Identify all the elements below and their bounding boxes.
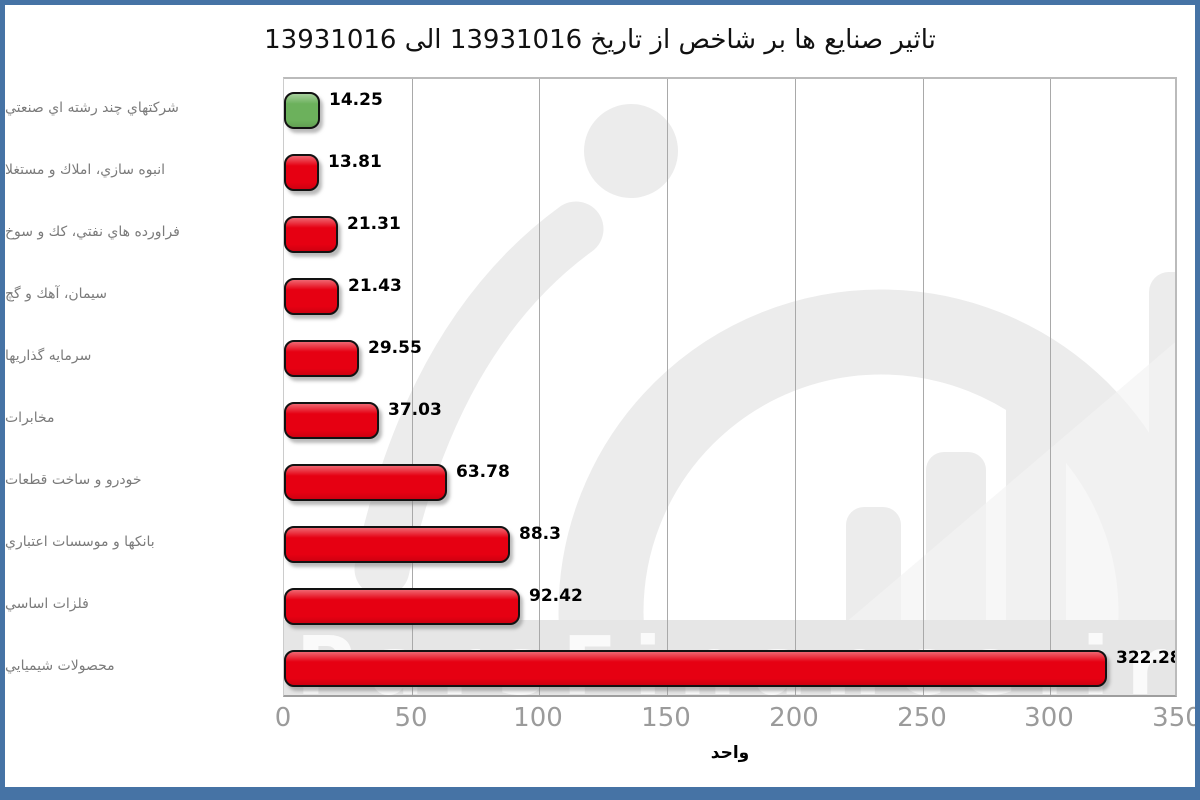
gridline [923,79,924,695]
bar-row: 29.55 [284,327,1175,389]
x-axis-title: واحد [710,743,750,763]
bar-3[interactable] [284,278,339,315]
bar-2[interactable] [284,216,338,253]
bar-value-label: 21.43 [348,276,402,296]
bar-row: 63.78 [284,451,1175,513]
bar-value-label: 322.28 [1116,648,1177,668]
bar-row: 14.25 [284,79,1175,141]
category-label: سرمايه گذاريها [5,348,92,364]
watermark-arm-swoosh [354,201,604,597]
category-label: بانكها و موسسات اعتباري [5,534,155,550]
bar-1[interactable] [284,154,319,191]
bar-6[interactable] [284,464,447,501]
x-axis-tick-labels: 0 50 100 150 200 250 300 350 [275,703,1195,737]
watermark-head-circle [584,104,678,198]
category-label: محصولات شيميايي [5,658,115,674]
x-tick-label: 250 [897,703,947,733]
category-label: فلزات اساسي [5,596,89,612]
gridline [412,79,413,695]
bar-row: 88.3 [284,513,1175,575]
category-label: خودرو و ساخت قطعات [5,472,142,488]
bar-value-label: 21.31 [347,214,401,234]
x-tick-label: 150 [641,703,691,733]
bar-5[interactable] [284,402,379,439]
bar-row: 21.31 [284,203,1175,265]
bar-9[interactable] [284,650,1107,687]
bar-4[interactable] [284,340,359,377]
bar-row: 13.81 [284,141,1175,203]
plot-area: ParsFinance.ir 14.2513.8121.3121.4329.55… [283,77,1177,697]
bar-row: 37.03 [284,389,1175,451]
category-label: شركتهاي چند رشته اي صنعتي [5,100,179,116]
x-tick-label: 50 [394,703,428,733]
bar-value-label: 88.3 [519,524,561,544]
x-tick-label: 0 [274,703,292,733]
bar-7[interactable] [284,526,510,563]
bar-row: 322.28 [284,637,1177,695]
gridline [795,79,796,695]
gridline [539,79,540,695]
bar-value-label: 29.55 [368,338,422,358]
x-tick-label: 300 [1024,703,1074,733]
bar-value-label: 13.81 [328,152,382,172]
x-tick-label: 200 [769,703,819,733]
bar-value-label: 63.78 [456,462,510,482]
x-tick-label: 100 [513,703,563,733]
category-label: انبوه سازي، املاك و مستغلا [5,162,165,178]
bar-0[interactable] [284,92,320,129]
category-label: فراورده هاي نفتي، كك و سوخ [5,224,180,240]
bar-value-label: 37.03 [388,400,442,420]
gridline [667,79,668,695]
x-tick-label: 350 [1152,703,1200,733]
category-label: مخابرات [5,410,55,426]
bar-value-label: 92.42 [529,586,583,606]
bar-row: 92.42 [284,575,1175,637]
chart-title: تاثير صنايع ها بر شاخص از تاريخ 13931016… [264,25,936,55]
bar-8[interactable] [284,588,520,625]
bar-value-label: 14.25 [329,90,383,110]
category-label: سيمان، آهك و گچ [5,286,107,302]
bar-row: 21.43 [284,265,1175,327]
gridline [1050,79,1051,695]
